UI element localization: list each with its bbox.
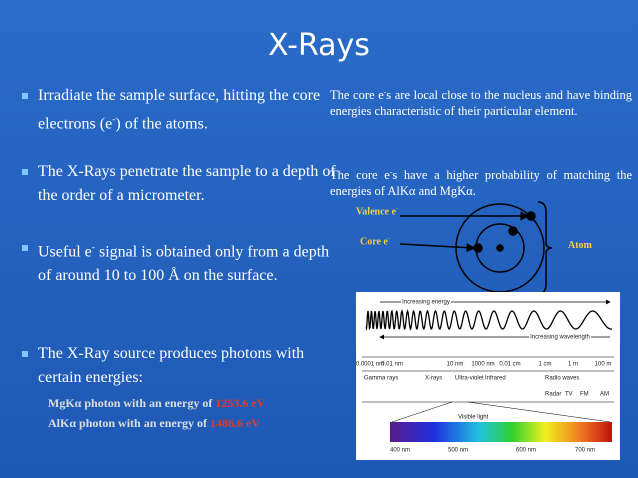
text: AlKα photon with an energy of <box>48 416 208 430</box>
paragraph: The core e-s are local close to the nucl… <box>330 84 632 119</box>
sup: - <box>389 167 393 176</box>
text: The core e <box>330 88 384 103</box>
sub-bullet: MgKα photon with an energy of 1253.6 eV <box>48 396 265 411</box>
radio-label: Radar <box>545 392 561 398</box>
radio-label: FM <box>580 392 589 398</box>
bullet: The X-Ray source produces photons with c… <box>22 342 338 390</box>
text: Irradiate the sample surface, hitting th… <box>38 87 321 133</box>
radio-label: AM <box>600 392 609 398</box>
atom <box>399 201 553 295</box>
title: X-Rays <box>268 28 370 63</box>
bullet: Useful e- signal is obtained only from a… <box>22 236 338 288</box>
sup: - <box>91 242 95 253</box>
scale-label: 10 nm <box>447 362 464 368</box>
scale-label: 1 cm <box>538 362 551 368</box>
visible-scale-label: 600 nm <box>516 448 536 454</box>
wavelength-arrow-label: Increasing wavelength <box>530 335 590 341</box>
text: Valence e <box>356 206 396 218</box>
text: s are local close to the nucleus and hav… <box>330 88 632 119</box>
visible-label: Visible light <box>458 415 489 421</box>
radio-label: TV <box>565 392 573 398</box>
sup: - <box>395 206 398 212</box>
scale-label: 0.01 cm <box>499 362 520 368</box>
bullet: The X-Rays penetrate the sample to a dep… <box>22 160 338 208</box>
band-label: Infrared <box>485 376 506 382</box>
text: Useful e <box>38 243 92 261</box>
text: Core e <box>360 236 388 248</box>
sup: - <box>112 114 116 125</box>
scale-label: 1000 nm <box>471 362 494 368</box>
energy-arrow-label: Increasing energy <box>402 300 450 306</box>
text: signal is obtained only from a depth of … <box>38 243 330 285</box>
band-label: Gamma rays <box>364 376 398 382</box>
paragraph: The core e-s have a higher probability o… <box>330 164 632 199</box>
scale-label: 1 m <box>568 362 578 368</box>
energy: 1253.6 eV <box>215 396 266 410</box>
band-label: Radio waves <box>545 376 579 382</box>
sub-bullet: AlKα photon with an energy of 1486.6 eV <box>48 416 260 431</box>
band-label: Ultra-violet <box>455 376 484 382</box>
sup: - <box>387 236 390 242</box>
visible-scale-label: 400 nm <box>390 448 410 454</box>
scale-label: 0.0001 nm <box>356 362 384 368</box>
scale-label: 0.01 nm <box>381 362 403 368</box>
atom-label: Atom <box>568 240 592 251</box>
text: s have a higher probability of matching … <box>330 168 632 199</box>
core-label: Core e- <box>360 236 390 247</box>
scale-label: 100 m <box>595 362 612 368</box>
bullet: Irradiate the sample surface, hitting th… <box>22 84 338 136</box>
valence-label: Valence e- <box>356 206 398 217</box>
text: The core e <box>330 168 390 183</box>
energy: 1486.6 eV <box>210 416 261 430</box>
text: MgKα photon with an energy of <box>48 396 213 410</box>
visible-scale-label: 500 nm <box>448 448 468 454</box>
band-label: X-rays <box>425 376 442 382</box>
spectrum: Increasing energy Increasing wavelength … <box>356 292 620 460</box>
visible-scale-label: 700 nm <box>575 448 595 454</box>
sup: - <box>383 87 387 96</box>
text: ) of the atoms. <box>115 115 208 133</box>
